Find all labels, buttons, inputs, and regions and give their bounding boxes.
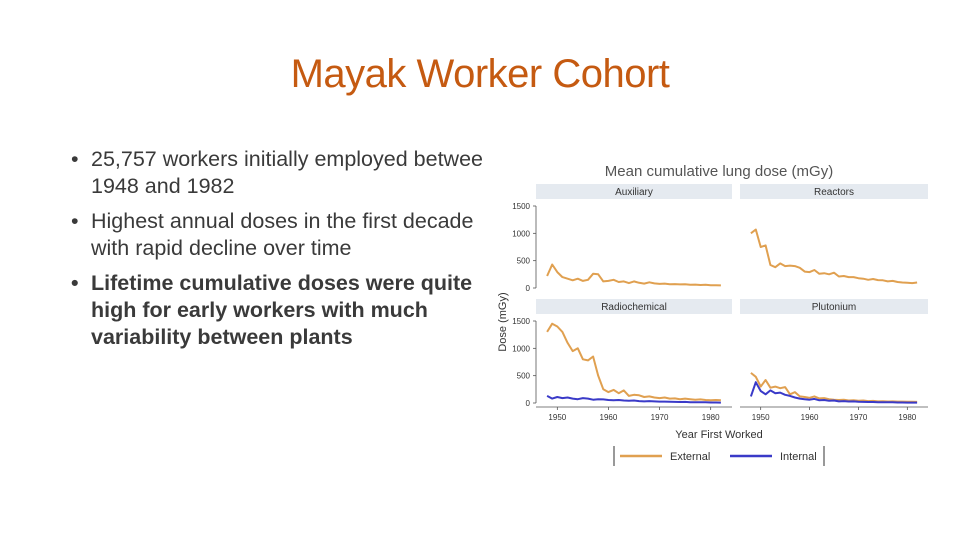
panel-reactors: Reactors — [740, 184, 928, 285]
bullet-item-3: • Lifetime cumulative doses were quite h… — [66, 270, 496, 351]
chart-background — [482, 150, 944, 485]
legend-label-external: External — [670, 451, 710, 463]
y-tick-label: 1000 — [512, 229, 530, 238]
legend-label-internal: Internal — [780, 451, 817, 463]
y-tick-label: 1500 — [512, 202, 530, 211]
series-line-external — [546, 263, 721, 287]
panel-auxiliary: Auxiliary 0 500 1000 1500 — [512, 184, 732, 293]
x-tick-label: 1980 — [702, 413, 720, 422]
series-line-internal — [749, 381, 918, 404]
dose-chart: Mean cumulative lung dose (mGy) Dose (mG… — [482, 150, 944, 485]
bullet-dot: • — [71, 209, 79, 233]
y-tick-label: 0 — [526, 399, 531, 408]
panel-plutonium: Plutonium 1950 1960 1970 1980 — [740, 299, 928, 422]
panel-header-label: Radiochemical — [601, 302, 667, 313]
x-tick-label: 1950 — [548, 413, 566, 422]
chart-panels: Auxiliary 0 500 1000 1500 Reactors Radiochemic… — [512, 184, 928, 422]
bullet-item-1: • 25,757 workers initially employed betw… — [66, 146, 496, 200]
panel-header-label: Reactors — [814, 187, 854, 198]
x-tick-label: 1970 — [651, 413, 669, 422]
y-tick-label: 500 — [517, 372, 531, 381]
x-tick-label: 1950 — [752, 413, 770, 422]
y-axis-label: Dose (mGy) — [497, 292, 509, 351]
bullet-list: • 25,757 workers initially employed betw… — [66, 146, 496, 359]
x-axis-label: Year First Worked — [675, 429, 762, 441]
chart-title: Mean cumulative lung dose (mGy) — [605, 163, 833, 180]
series-line-external — [546, 322, 721, 402]
bullet-dot: • — [71, 271, 79, 295]
panel-header — [536, 184, 732, 199]
panel-radiochemical: Radiochemical 0 500 1000 1500 1950 1960 1970 198… — [512, 299, 732, 422]
panel-header-label: Plutonium — [812, 302, 856, 313]
bullet-item-2: • Highest annual doses in the first deca… — [66, 208, 496, 262]
x-tick-label: 1960 — [801, 413, 819, 422]
y-tick-label: 500 — [517, 257, 531, 266]
panel-header — [536, 299, 732, 314]
y-tick-label: 0 — [526, 284, 531, 293]
x-tick-label: 1980 — [898, 413, 916, 422]
bullet-dot: • — [71, 147, 79, 171]
slide-title: Mayak Worker Cohort — [290, 52, 670, 96]
series-line-external — [750, 228, 918, 285]
bullet-text: Highest annual doses in the first decade… — [91, 209, 474, 260]
y-tick-label: 1000 — [512, 344, 530, 353]
series-line-internal — [546, 395, 721, 404]
bullet-text: Lifetime cumulative doses were quite hig… — [91, 271, 473, 349]
x-tick-label: 1960 — [600, 413, 618, 422]
chart-legend: External Internal — [613, 446, 825, 466]
bullet-text: 25,757 workers initially employed betwee… — [91, 147, 495, 198]
y-tick-label: 1500 — [512, 317, 530, 326]
panel-header — [740, 299, 928, 314]
panel-header — [740, 184, 928, 199]
x-tick-label: 1970 — [850, 413, 868, 422]
panel-header-label: Auxiliary — [615, 187, 653, 198]
